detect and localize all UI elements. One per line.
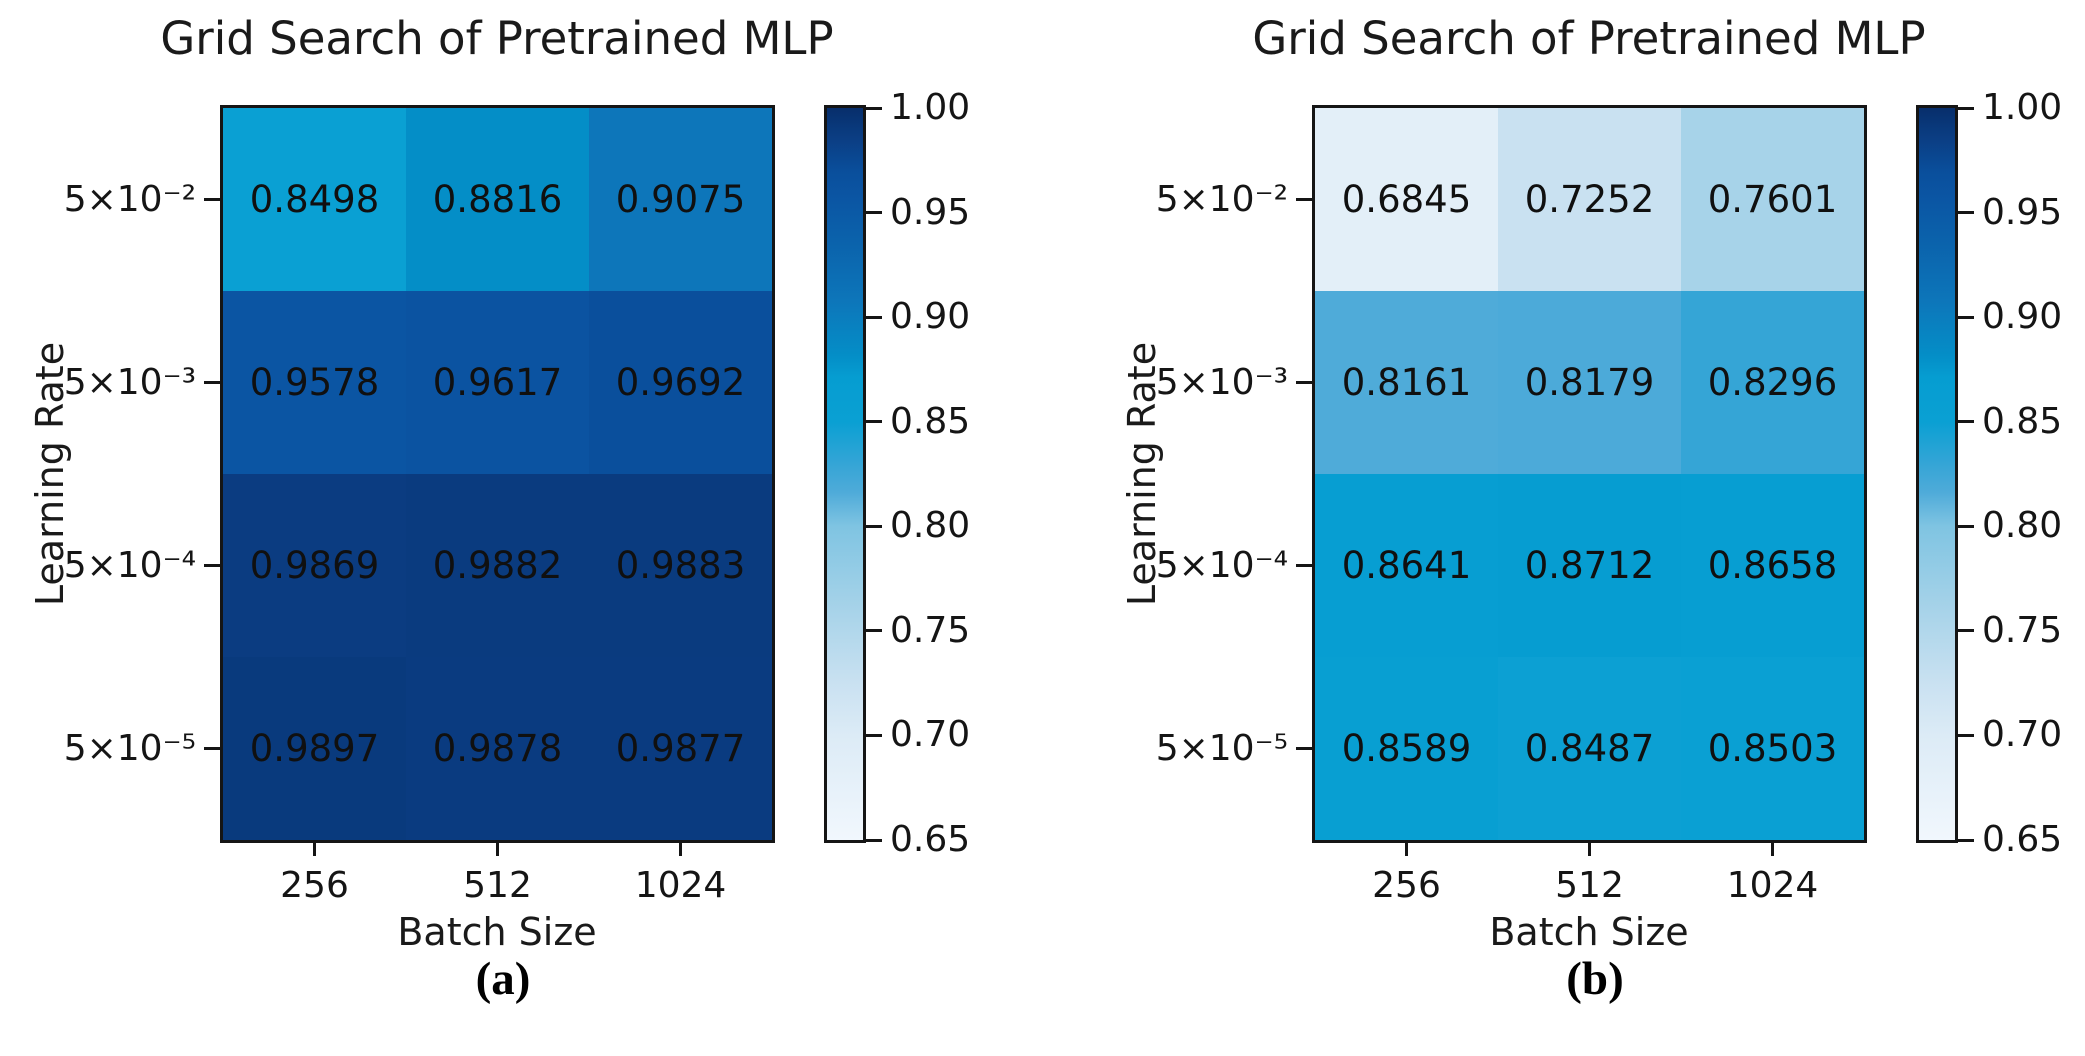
colorbar-tick-label: 0.65 — [890, 819, 971, 860]
colorbar-tick-label: 1.00 — [1982, 87, 2063, 128]
x-tick-mark — [313, 840, 316, 856]
heatmap-cell: 0.8589 — [1315, 657, 1498, 840]
heatmap-cell: 0.9882 — [406, 474, 589, 657]
x-tick-label: 1024 — [1726, 865, 1819, 906]
colorbar-tick-label: 0.90 — [1982, 296, 2063, 338]
colorbar-tick-mark — [1958, 629, 1974, 633]
y-tick-label: 5×10⁻² — [63, 178, 196, 220]
heatmap-cell: 0.7252 — [1498, 108, 1681, 291]
heatmap-cell: 0.8296 — [1681, 291, 1864, 474]
colorbar-tick-mark — [1958, 733, 1974, 737]
chart-title: Grid Search of Pretrained MLP — [160, 12, 834, 65]
colorbar-tick-label: 0.75 — [1982, 609, 2063, 651]
x-tick-mark — [1588, 840, 1591, 856]
heatmap-panel-b: Grid Search of Pretrained MLP Learning R… — [1092, 0, 2085, 1056]
colorbar-tick-label: 0.85 — [1982, 400, 2063, 442]
colorbar-tick-label: 0.80 — [1982, 505, 2063, 547]
colorbar-tick-mark — [866, 211, 882, 215]
y-tick-label: 5×10⁻² — [1155, 178, 1288, 220]
heatmap-cell: 0.9877 — [589, 657, 772, 840]
y-tick-label: 5×10⁻⁴ — [63, 544, 196, 586]
colorbar-tick-label: 0.80 — [890, 505, 971, 547]
colorbar-tick-label: 0.95 — [1982, 191, 2063, 233]
heatmap-cell: 0.9883 — [589, 474, 772, 657]
y-tick-mark — [1296, 564, 1312, 567]
heatmap-cell: 0.8161 — [1315, 291, 1498, 474]
x-tick-mark — [496, 840, 499, 856]
heatmap-cell: 0.8487 — [1498, 657, 1681, 840]
y-tick-label: 5×10⁻³ — [63, 361, 196, 403]
heatmap-cell: 0.9878 — [406, 657, 589, 840]
x-axis-label: Batch Size — [1489, 910, 1689, 954]
x-axis-label: Batch Size — [397, 910, 597, 954]
colorbar-tick-mark — [866, 524, 882, 528]
y-tick-mark — [204, 198, 220, 201]
heatmap-cell: 0.9617 — [406, 291, 589, 474]
heatmap-cell: 0.8503 — [1681, 657, 1864, 840]
heatmap-cell: 0.8641 — [1315, 474, 1498, 657]
colorbar-tick-mark — [866, 629, 882, 633]
heatmap-panel-a: Grid Search of Pretrained MLP Learning R… — [0, 0, 993, 1056]
heatmap-grid: 0.6845 0.7252 0.7601 0.8161 0.8179 0.8296 0.86… — [1312, 105, 1867, 843]
colorbar-tick-mark — [866, 106, 882, 110]
colorbar-tick-mark — [1958, 315, 1974, 319]
heatmap-cell: 0.9578 — [223, 291, 406, 474]
heatmap-cell: 0.9897 — [223, 657, 406, 840]
colorbar-tick-mark — [866, 315, 882, 319]
x-tick-mark — [679, 840, 682, 856]
y-tick-label: 5×10⁻⁵ — [1155, 727, 1288, 769]
y-tick-mark — [1296, 198, 1312, 201]
colorbar-tick-label: 0.70 — [890, 714, 971, 756]
heatmap-grid: 0.8498 0.8816 0.9075 0.9578 0.9617 0.9692 0.98… — [220, 105, 775, 843]
heatmap-cell: 0.7601 — [1681, 108, 1864, 291]
y-tick-mark — [204, 381, 220, 384]
colorbar-tick-label: 0.95 — [890, 191, 971, 233]
colorbar-tick-mark — [1958, 524, 1974, 528]
colorbar-tick-label: 0.65 — [1982, 819, 2063, 860]
heatmap-cell: 0.8712 — [1498, 474, 1681, 657]
heatmap-cell: 0.8498 — [223, 108, 406, 291]
colorbar-tick-label: 1.00 — [890, 87, 971, 128]
y-tick-label: 5×10⁻⁴ — [1155, 544, 1288, 586]
colorbar-tick-mark — [866, 733, 882, 737]
colorbar-tick-mark — [1958, 838, 1974, 842]
colorbar-tick-label: 0.85 — [890, 400, 971, 442]
heatmap-cell: 0.6845 — [1315, 108, 1498, 291]
heatmap-cell: 0.8658 — [1681, 474, 1864, 657]
subfigure-caption: (b) — [1566, 953, 1624, 1005]
colorbar-tick-label: 0.75 — [890, 609, 971, 651]
heatmap-cell: 0.8179 — [1498, 291, 1681, 474]
y-tick-label: 5×10⁻⁵ — [63, 727, 196, 769]
heatmap-cell: 0.9692 — [589, 291, 772, 474]
x-tick-mark — [1405, 840, 1408, 856]
colorbar-tick-mark — [866, 420, 882, 424]
heatmap-cell: 0.9869 — [223, 474, 406, 657]
colorbar-tick-mark — [866, 838, 882, 842]
x-tick-label: 512 — [1555, 865, 1624, 906]
colorbar-tick-mark — [1958, 211, 1974, 215]
x-tick-label: 1024 — [634, 865, 727, 906]
colorbar-tick-label: 0.70 — [1982, 714, 2063, 756]
y-tick-mark — [204, 747, 220, 750]
y-tick-label: 5×10⁻³ — [1155, 361, 1288, 403]
x-tick-label: 512 — [463, 865, 532, 906]
colorbar-tick-label: 0.90 — [890, 296, 971, 338]
y-tick-mark — [1296, 381, 1312, 384]
x-tick-label: 256 — [1372, 865, 1441, 906]
colorbar-tick-mark — [1958, 106, 1974, 110]
colorbar — [1916, 105, 1958, 843]
y-tick-mark — [1296, 747, 1312, 750]
subfigure-caption: (a) — [475, 953, 531, 1005]
heatmap-cell: 0.9075 — [589, 108, 772, 291]
y-tick-mark — [204, 564, 220, 567]
heatmap-cell: 0.8816 — [406, 108, 589, 291]
chart-title: Grid Search of Pretrained MLP — [1252, 12, 1926, 65]
x-tick-mark — [1771, 840, 1774, 856]
colorbar-tick-mark — [1958, 420, 1974, 424]
x-tick-label: 256 — [280, 865, 349, 906]
colorbar — [824, 105, 866, 843]
